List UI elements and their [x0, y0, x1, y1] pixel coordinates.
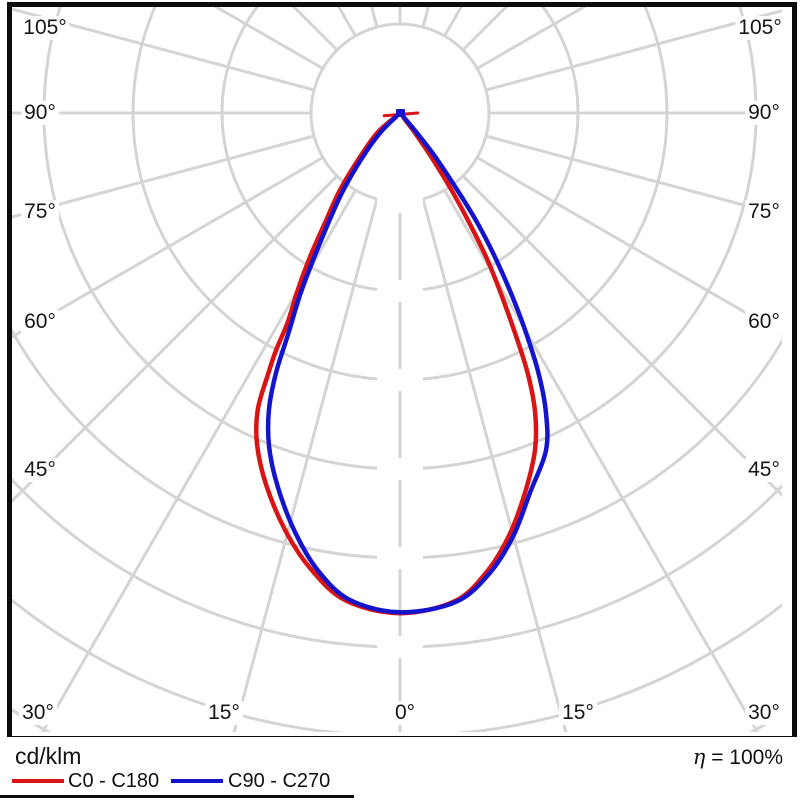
- angle-label-bottom-30-left: 30°: [19, 700, 57, 726]
- legend-swatch-c90-c270: [171, 779, 223, 783]
- angle-label-left-90: 90°: [21, 100, 59, 126]
- angle-label-right-90: 90°: [745, 100, 783, 126]
- chart-footer: cd/klm C0 - C180 C90 - C270 η = 100%: [0, 737, 800, 800]
- legend-label-c0-c180: C0 - C180: [68, 770, 160, 792]
- footer-divider: [0, 795, 354, 798]
- efficiency-value: η = 100%: [693, 745, 783, 770]
- eta-rest: = 100%: [711, 746, 783, 769]
- angle-label-right-45: 45°: [745, 457, 783, 483]
- angle-label-bottom-15-left: 15°: [205, 700, 243, 726]
- angle-label-left-75: 75°: [21, 199, 59, 225]
- angle-label-left-105: 105°: [20, 15, 70, 41]
- legend-swatch-c0-c180: [12, 779, 64, 783]
- legend: C0 - C180 C90 - C270: [0, 770, 800, 794]
- legend-label-c90-c270: C90 - C270: [228, 770, 331, 792]
- unit-label: cd/klm: [15, 743, 82, 769]
- angle-label-right-75: 75°: [745, 199, 783, 225]
- angle-label-bottom-0: 0°: [391, 700, 419, 726]
- angle-label-bottom-15-right: 15°: [559, 700, 597, 726]
- angle-label-left-60: 60°: [21, 309, 59, 335]
- angle-label-right-105: 105°: [735, 15, 785, 41]
- eta-symbol: η: [692, 745, 706, 769]
- angle-label-bottom-30-right: 30°: [745, 700, 783, 726]
- angle-label-right-60: 60°: [745, 309, 783, 335]
- angle-label-left-45: 45°: [21, 457, 59, 483]
